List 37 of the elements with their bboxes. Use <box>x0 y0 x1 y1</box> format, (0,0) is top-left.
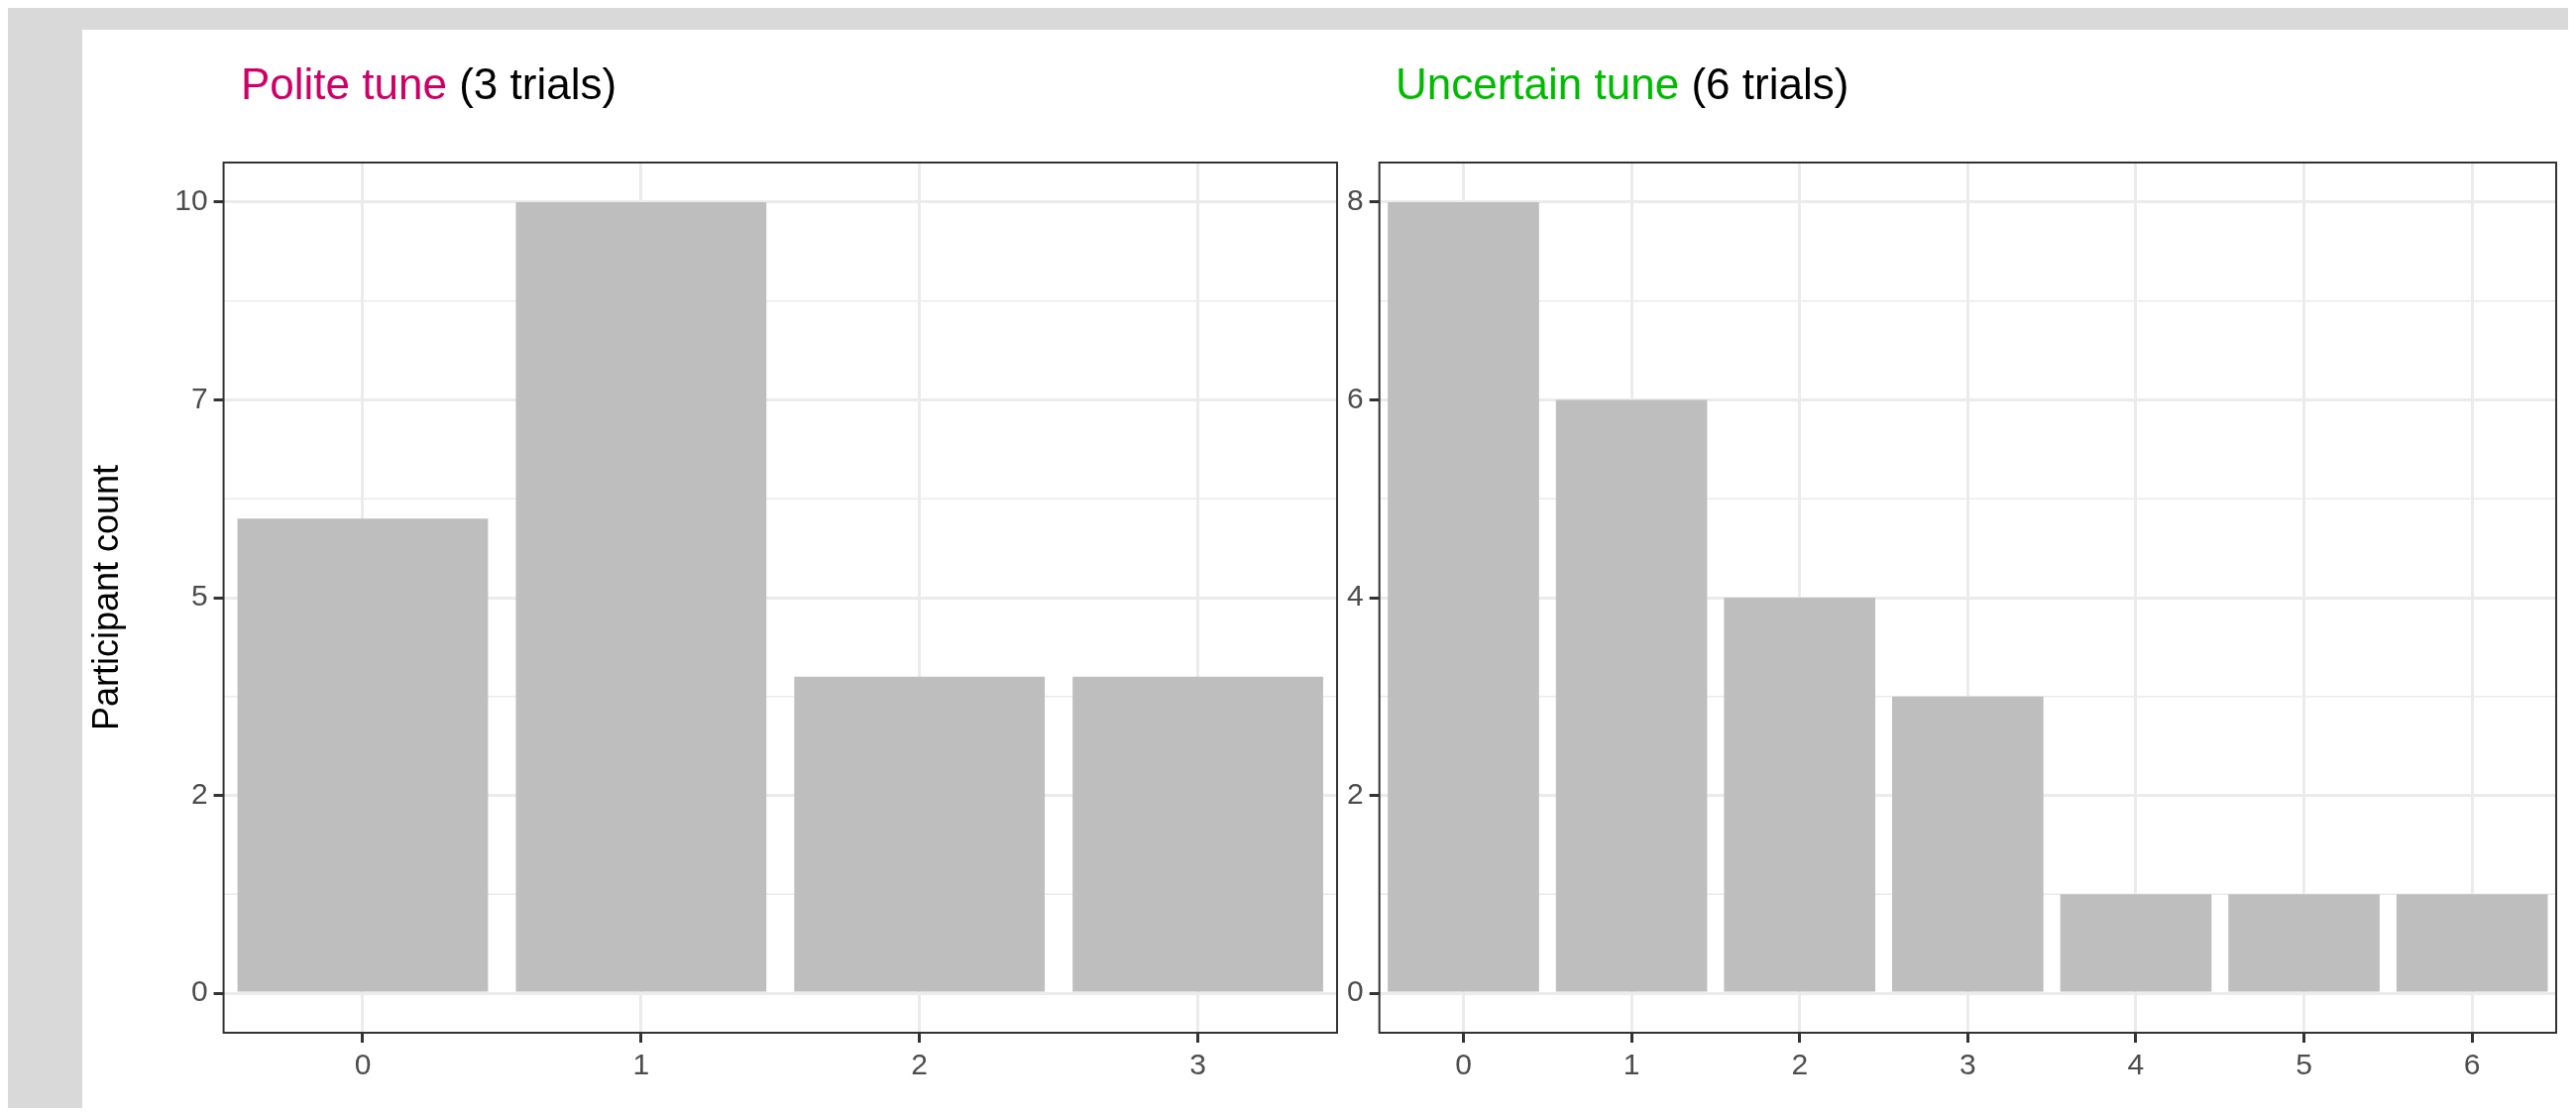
bar <box>1892 696 2044 992</box>
chart-subtitle: (3 trials) <box>459 59 617 108</box>
y-tick-label: 8 <box>1347 183 1364 217</box>
x-tick-label: 6 <box>2463 1048 2481 1081</box>
y-tick-label: 2 <box>190 776 208 810</box>
x-tick-label: 2 <box>1791 1048 1809 1081</box>
y-tick-label: 7 <box>190 381 208 414</box>
x-tick-label: 3 <box>1189 1048 1206 1081</box>
bar <box>2228 894 2380 992</box>
y-tick-label: 2 <box>1347 776 1364 810</box>
x-tick-label: 1 <box>632 1048 650 1081</box>
chart-title: Uncertain tune <box>1396 59 1680 108</box>
bar <box>1555 399 1708 992</box>
x-tick-label: 1 <box>1623 1048 1640 1081</box>
bar <box>794 676 1046 992</box>
bar <box>515 201 767 992</box>
y-tick-label: 0 <box>190 974 208 1008</box>
bar <box>2396 894 2548 992</box>
x-tick-label: 0 <box>354 1048 372 1081</box>
chart-title: Polite tune <box>241 59 447 108</box>
y-tick-label: 0 <box>1347 974 1364 1008</box>
bar <box>1724 598 1876 992</box>
y-tick-label: 4 <box>1347 579 1364 613</box>
bar <box>237 518 489 992</box>
x-tick-label: 0 <box>1455 1048 1472 1081</box>
bar <box>2060 894 2212 992</box>
x-tick-label: 2 <box>911 1048 929 1081</box>
y-tick-label: 6 <box>1347 381 1364 414</box>
chart-subtitle: (6 trials) <box>1691 59 1849 108</box>
bar <box>1388 201 1539 992</box>
x-tick-label: 4 <box>2127 1048 2145 1081</box>
x-tick-label: 5 <box>2296 1048 2312 1081</box>
bar <box>1072 676 1323 992</box>
y-tick-label: 10 <box>174 183 208 217</box>
y-tick-label: 5 <box>190 579 208 613</box>
y-axis-title: Participant count <box>84 464 126 731</box>
x-tick-label: 3 <box>1960 1048 1976 1081</box>
